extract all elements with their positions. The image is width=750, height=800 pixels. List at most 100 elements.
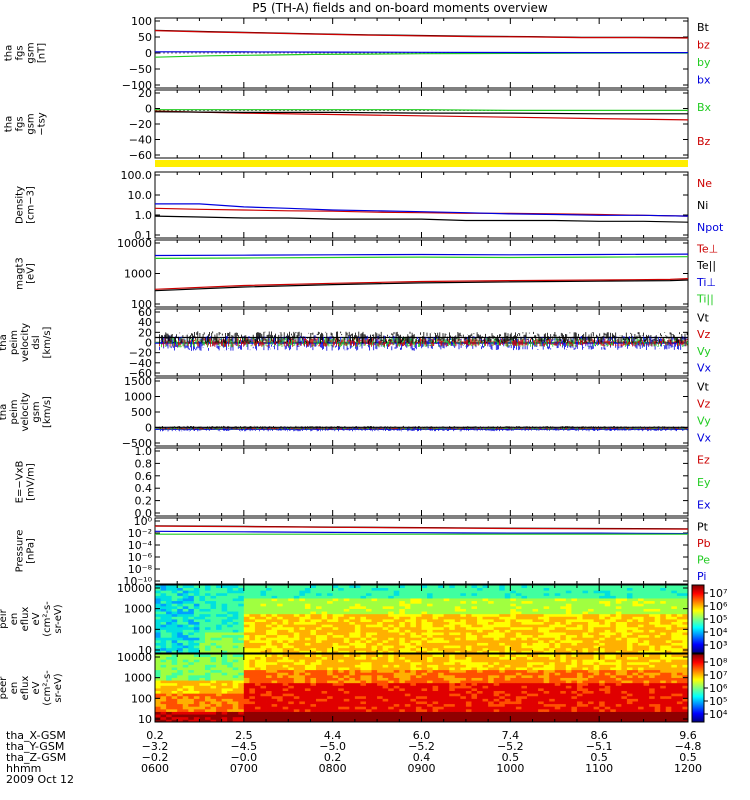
spectrogram-cell xyxy=(438,661,445,665)
spectrogram-cell xyxy=(632,637,639,641)
spectrogram-cell xyxy=(221,624,228,628)
spectrogram-cell xyxy=(415,613,422,617)
spectrogram-cell xyxy=(365,680,372,684)
spectrogram-cell xyxy=(327,688,334,692)
spectrogram-cell xyxy=(193,598,200,602)
spectrogram-cell xyxy=(532,629,539,633)
spectrogram-cell xyxy=(377,703,384,707)
spectrogram-cell xyxy=(410,587,417,591)
spectrogram-cell xyxy=(338,688,345,692)
spectrogram-cell xyxy=(299,719,306,723)
spectrogram-cell xyxy=(649,590,656,594)
spectrogram-cell xyxy=(538,611,545,615)
spectrogram-cell xyxy=(332,616,339,620)
spectrogram-cell xyxy=(471,698,478,702)
spectrogram-cell xyxy=(471,629,478,633)
spectrogram-cell xyxy=(404,642,411,646)
spectrogram-cell xyxy=(171,611,178,615)
spectrogram-cell xyxy=(427,659,433,663)
spectrogram-cell xyxy=(427,667,433,671)
spectrogram-cell xyxy=(404,650,411,654)
spectrogram-cell xyxy=(188,661,195,665)
spectrogram-cell xyxy=(410,634,417,638)
spectrogram-cell xyxy=(293,605,300,609)
spectrogram-cell xyxy=(477,677,483,681)
spectrogram-cell xyxy=(404,645,411,649)
spectrogram-cell xyxy=(238,677,245,681)
spectrogram-cell xyxy=(166,664,173,668)
spectrogram-cell xyxy=(449,634,456,638)
spectrogram-cell xyxy=(349,706,356,710)
spectrogram-cell xyxy=(227,600,234,604)
spectrogram-cell xyxy=(271,656,278,660)
spectrogram-cell xyxy=(582,637,589,641)
spectrogram-cell xyxy=(510,711,517,715)
spectrogram-cell xyxy=(288,639,295,643)
spectrogram-cell xyxy=(399,639,406,643)
spectrogram-cell xyxy=(432,600,439,604)
spectrogram-cell xyxy=(332,647,339,651)
spectrogram-cell xyxy=(349,600,356,604)
spectrogram-cell xyxy=(316,645,322,649)
spectrogram-cell xyxy=(477,598,483,602)
spectrogram-cell xyxy=(343,661,350,665)
spectrogram-cell xyxy=(427,693,433,697)
spectrogram-cell xyxy=(199,667,206,671)
spectrogram-cell xyxy=(277,634,284,638)
spectrogram-cell xyxy=(193,669,200,673)
spectrogram-cell xyxy=(676,639,683,643)
spectrogram-cell xyxy=(271,680,278,684)
spectrogram-cell xyxy=(349,613,356,617)
spectrogram-cell xyxy=(288,701,295,705)
spectrogram-cell xyxy=(171,605,178,609)
spectrogram-cell xyxy=(649,647,656,651)
spectrogram-cell xyxy=(321,595,328,599)
spectrogram-cell xyxy=(415,659,422,663)
spectrogram-cell xyxy=(227,645,234,649)
spectrogram-cell xyxy=(654,642,661,646)
spectrogram-cell xyxy=(571,647,578,651)
spectrogram-cell xyxy=(316,616,322,620)
series-Pb xyxy=(155,525,688,530)
spectrogram-cell xyxy=(404,608,411,612)
spectrogram-cell xyxy=(232,674,239,678)
spectrogram-cell xyxy=(421,695,428,699)
spectrogram-cell xyxy=(493,634,500,638)
spectrogram-cell xyxy=(354,654,361,658)
spectrogram-cell xyxy=(482,677,489,681)
spectrogram-cell xyxy=(227,639,234,643)
spectrogram-cell xyxy=(493,674,500,678)
spectrogram-cell xyxy=(316,664,322,668)
spectrogram-cell xyxy=(160,650,167,654)
spectrogram-cell xyxy=(404,688,411,692)
spectrogram-cell xyxy=(171,708,178,712)
spectrogram-cell xyxy=(665,605,672,609)
spectrogram-cell xyxy=(676,605,683,609)
spectrogram-cell xyxy=(582,598,589,602)
y-tick-label: 0.8 xyxy=(135,457,153,470)
spectrogram-cell xyxy=(221,613,228,617)
spectrogram-cell xyxy=(443,592,450,596)
spectrogram-cell xyxy=(538,613,545,617)
spectrogram-cell xyxy=(410,669,417,673)
spectrogram-cell xyxy=(632,605,639,609)
spectrogram-cell xyxy=(499,688,506,692)
spectrogram-cell xyxy=(432,587,439,591)
spectrogram-cell xyxy=(432,619,439,623)
spectrogram-cell xyxy=(199,703,206,707)
spectrogram-cell xyxy=(155,611,161,615)
spectrogram-cell xyxy=(477,701,483,705)
spectrogram-cell xyxy=(427,621,433,625)
spectrogram-cell xyxy=(526,698,533,702)
spectrogram-cell xyxy=(382,690,389,694)
spectrogram-cell xyxy=(632,642,639,646)
spectrogram-cell xyxy=(316,585,322,589)
spectrogram-cell xyxy=(360,680,367,684)
spectrogram-cell xyxy=(632,598,639,602)
spectrogram-cell xyxy=(304,613,311,617)
spectrogram-cell xyxy=(354,695,361,699)
spectrogram-cell xyxy=(343,656,350,660)
spectrogram-cell xyxy=(282,585,289,589)
spectrogram-cell xyxy=(454,590,461,594)
spectrogram-cell xyxy=(277,682,284,686)
